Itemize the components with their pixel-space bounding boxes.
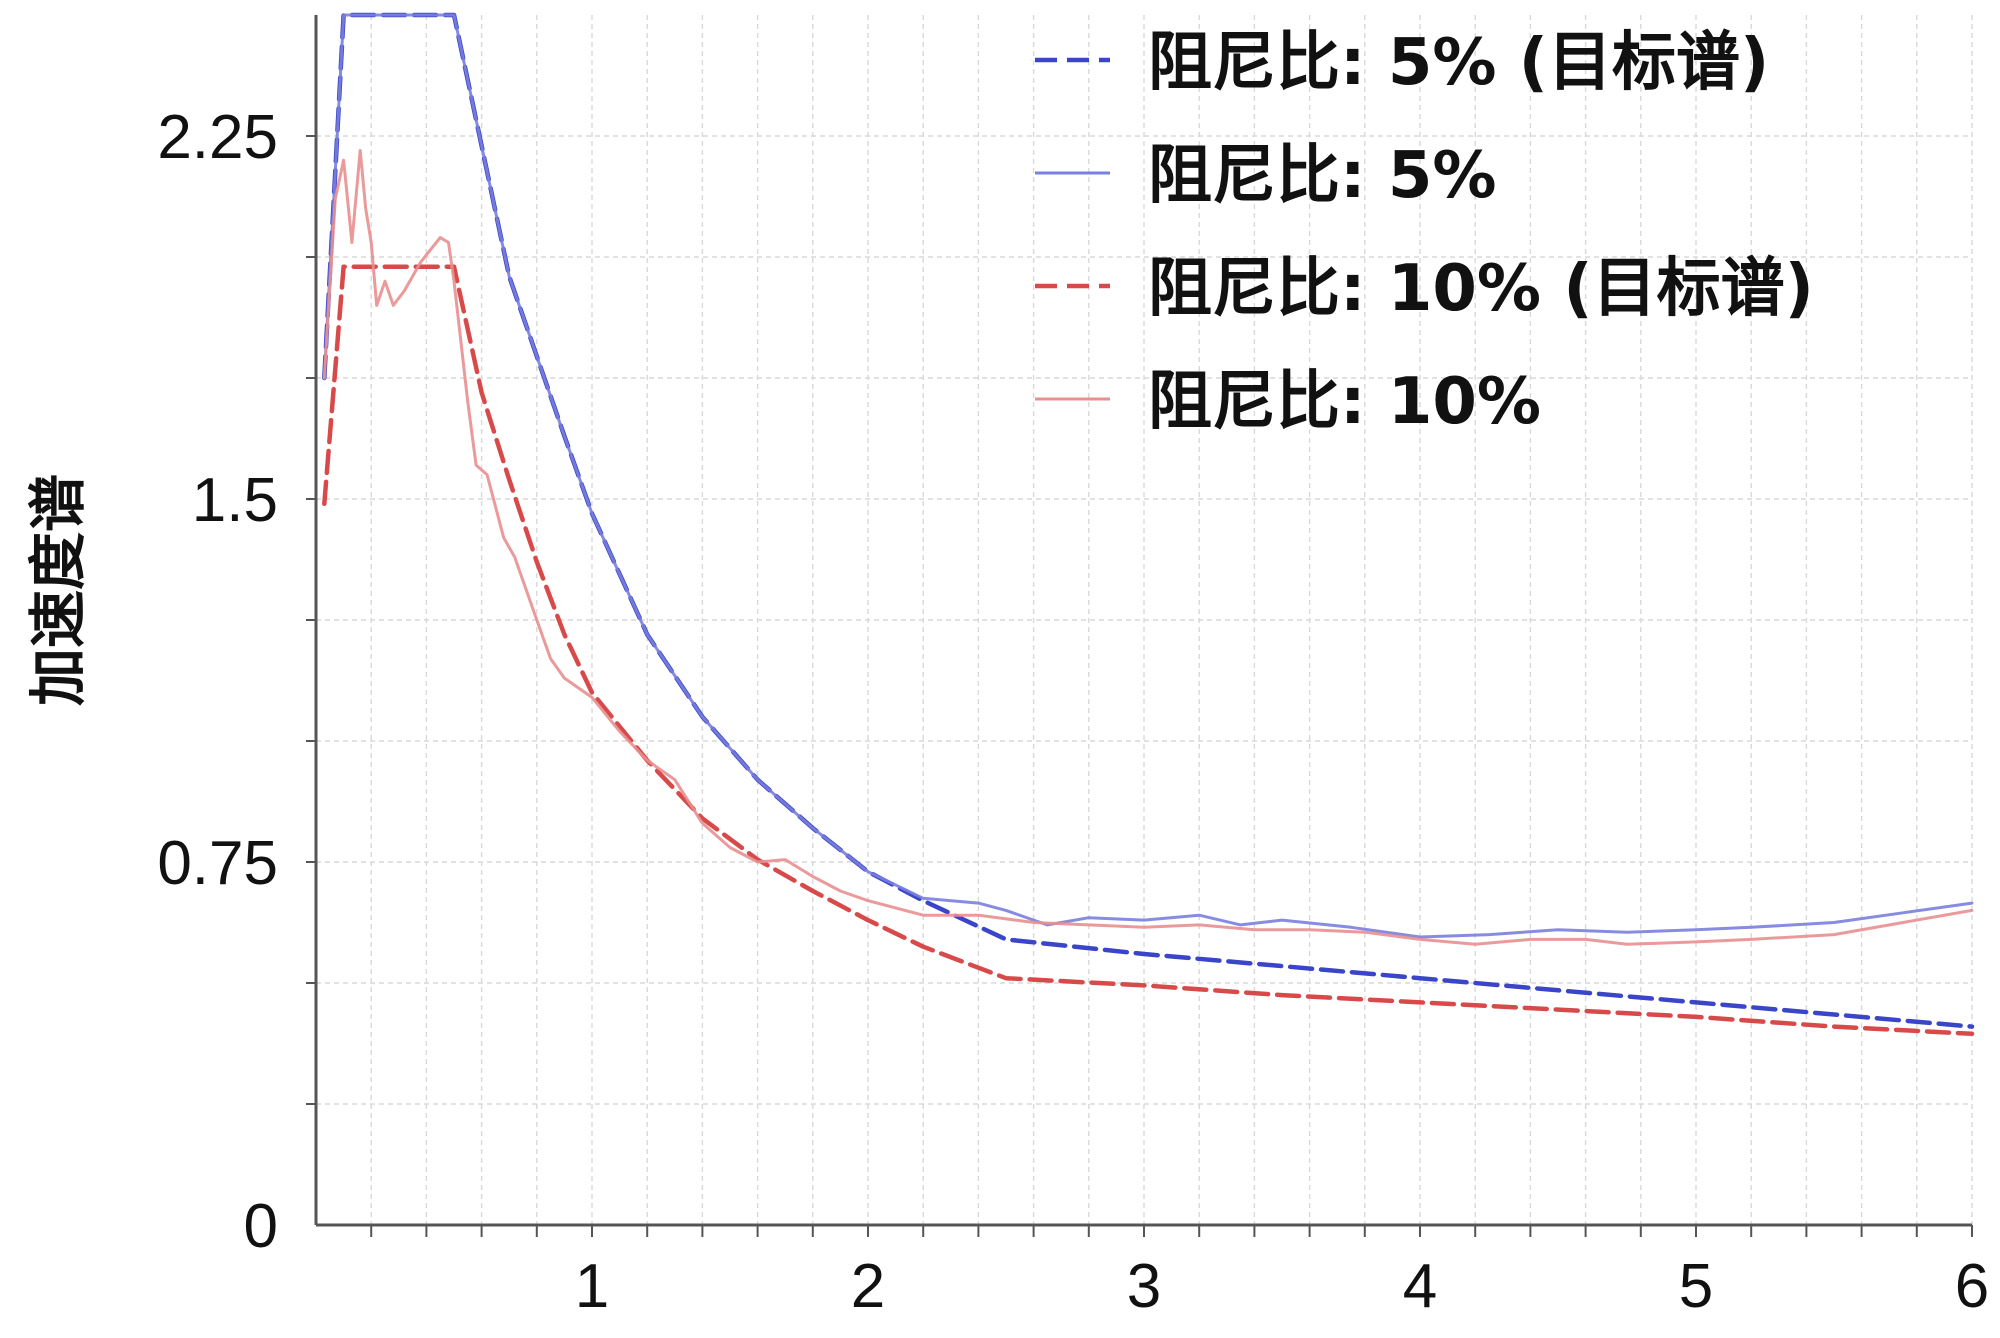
axes bbox=[306, 15, 1973, 1237]
y-tick-label: 1.5 bbox=[192, 466, 278, 535]
x-tick-label: 4 bbox=[1403, 1252, 1437, 1321]
plot-series bbox=[322, 12, 1975, 1037]
legend-label-2: 阻尼比: 5% bbox=[1148, 139, 1497, 213]
legend-label-3: 阻尼比: 10% (目标谱) bbox=[1148, 252, 1814, 326]
grid bbox=[316, 15, 1973, 1225]
series-line-4 bbox=[322, 149, 1974, 946]
y-axis-title: 加速度谱 bbox=[24, 474, 92, 706]
legend: 阻尼比: 5% (目标谱) 阻尼比: 5% 阻尼比: 10% (目标谱) 阻尼比: 1… bbox=[1035, 26, 1814, 439]
series-line-2 bbox=[322, 13, 1974, 939]
x-tick-label: 1 bbox=[575, 1252, 609, 1321]
tick-labels: 1 2 3 4 5 6 0 0.75 1.5 2.25 bbox=[157, 103, 1989, 1321]
x-tick-label: 6 bbox=[1955, 1252, 1989, 1321]
x-tick-label: 2 bbox=[851, 1252, 885, 1321]
legend-label-4: 阻尼比: 10% bbox=[1148, 365, 1541, 439]
y-tick-label: 0.75 bbox=[157, 829, 278, 898]
legend-label-1: 阻尼比: 5% (目标谱) bbox=[1148, 26, 1769, 100]
x-tick-label: 5 bbox=[1679, 1252, 1713, 1321]
y-tick-label: 2.25 bbox=[157, 103, 278, 172]
y-tick-label: 0 bbox=[244, 1192, 278, 1261]
x-tick-label: 3 bbox=[1127, 1252, 1161, 1321]
series-line-3 bbox=[322, 264, 1975, 1037]
